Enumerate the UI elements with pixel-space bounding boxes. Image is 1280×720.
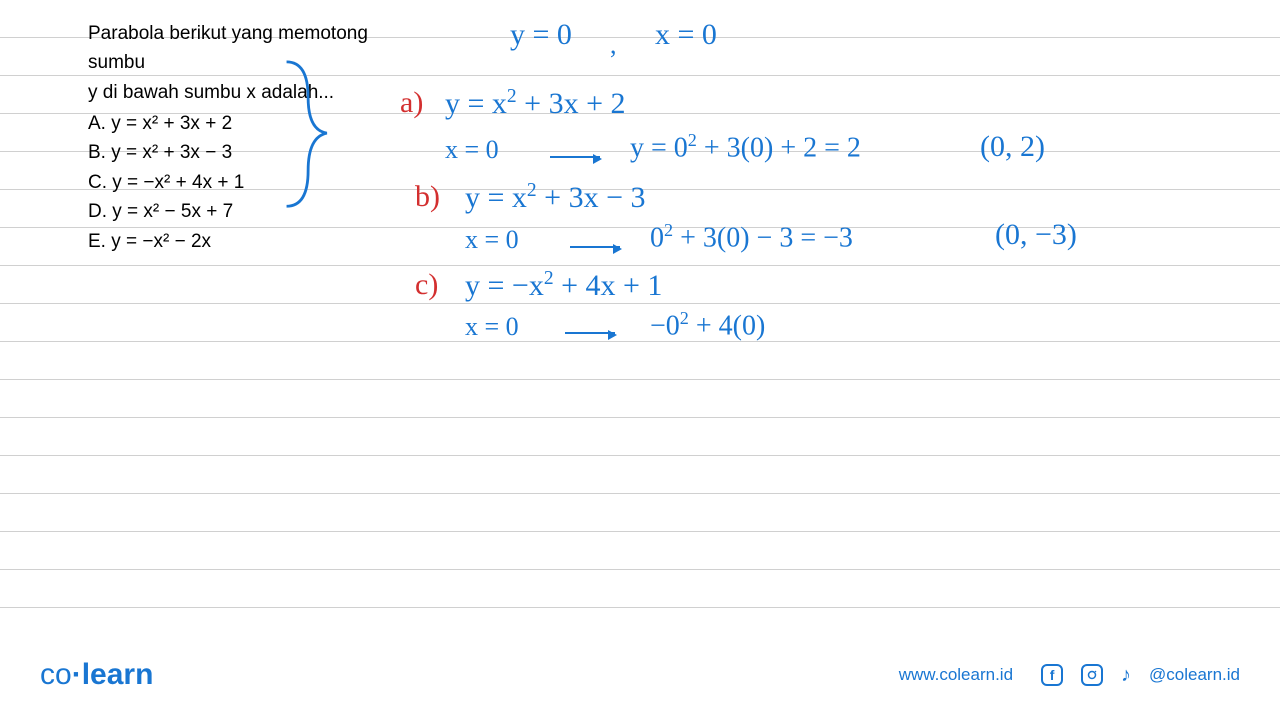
note-x0: x = 0 bbox=[655, 18, 717, 52]
option-a: A. y = x² + 3x + 2 bbox=[88, 110, 398, 139]
logo-learn: learn bbox=[82, 658, 154, 691]
option-b: B. y = x² + 3x − 3 bbox=[88, 139, 398, 168]
option-d: D. y = x² − 5x + 7 bbox=[88, 198, 398, 227]
arrow-b bbox=[560, 230, 630, 260]
sub-b-l: x = 0 bbox=[465, 225, 519, 255]
sub-a-r: y = 02 + 3(0) + 2 = 2 bbox=[630, 130, 861, 164]
option-c: C. y = −x² + 4x + 1 bbox=[88, 169, 398, 198]
footer: co·learn www.colearn.id f ♪ @colearn.id bbox=[0, 640, 1280, 720]
label-a: a) bbox=[400, 86, 423, 120]
logo-co: co bbox=[40, 658, 72, 691]
question-stem-1: Parabola berikut yang memotong sumbu bbox=[88, 20, 398, 77]
question-block: Parabola berikut yang memotong sumbu y d… bbox=[88, 20, 398, 257]
footer-url: www.colearn.id bbox=[899, 665, 1013, 685]
sub-c-r: −02 + 4(0) bbox=[650, 308, 765, 342]
option-e: E. y = −x² − 2x bbox=[88, 228, 398, 257]
sub-b-r: 02 + 3(0) − 3 = −3 bbox=[650, 220, 853, 254]
tiktok-icon: ♪ bbox=[1121, 664, 1131, 687]
pt-b: (0, −3) bbox=[995, 218, 1077, 252]
note-y0: y = 0 bbox=[510, 18, 572, 52]
eq-a: y = x2 + 3x + 2 bbox=[445, 86, 626, 121]
label-c: c) bbox=[415, 268, 438, 302]
eq-c: y = −x2 + 4x + 1 bbox=[465, 268, 662, 303]
sub-a-l: x = 0 bbox=[445, 135, 499, 165]
arrow-c bbox=[555, 316, 625, 346]
note-comma: , bbox=[610, 30, 617, 60]
facebook-icon: f bbox=[1041, 664, 1063, 686]
logo: co·learn bbox=[40, 658, 153, 692]
question-stem-2: y di bawah sumbu x adalah... bbox=[88, 79, 398, 108]
footer-right: www.colearn.id f ♪ @colearn.id bbox=[899, 664, 1240, 687]
arrow-a bbox=[540, 140, 610, 170]
label-b: b) bbox=[415, 180, 440, 214]
footer-handle: @colearn.id bbox=[1149, 665, 1240, 685]
sub-c-l: x = 0 bbox=[465, 312, 519, 342]
pt-a: (0, 2) bbox=[980, 130, 1045, 164]
instagram-icon bbox=[1081, 664, 1103, 686]
brace-icon bbox=[280, 60, 340, 210]
eq-b: y = x2 + 3x − 3 bbox=[465, 180, 646, 215]
